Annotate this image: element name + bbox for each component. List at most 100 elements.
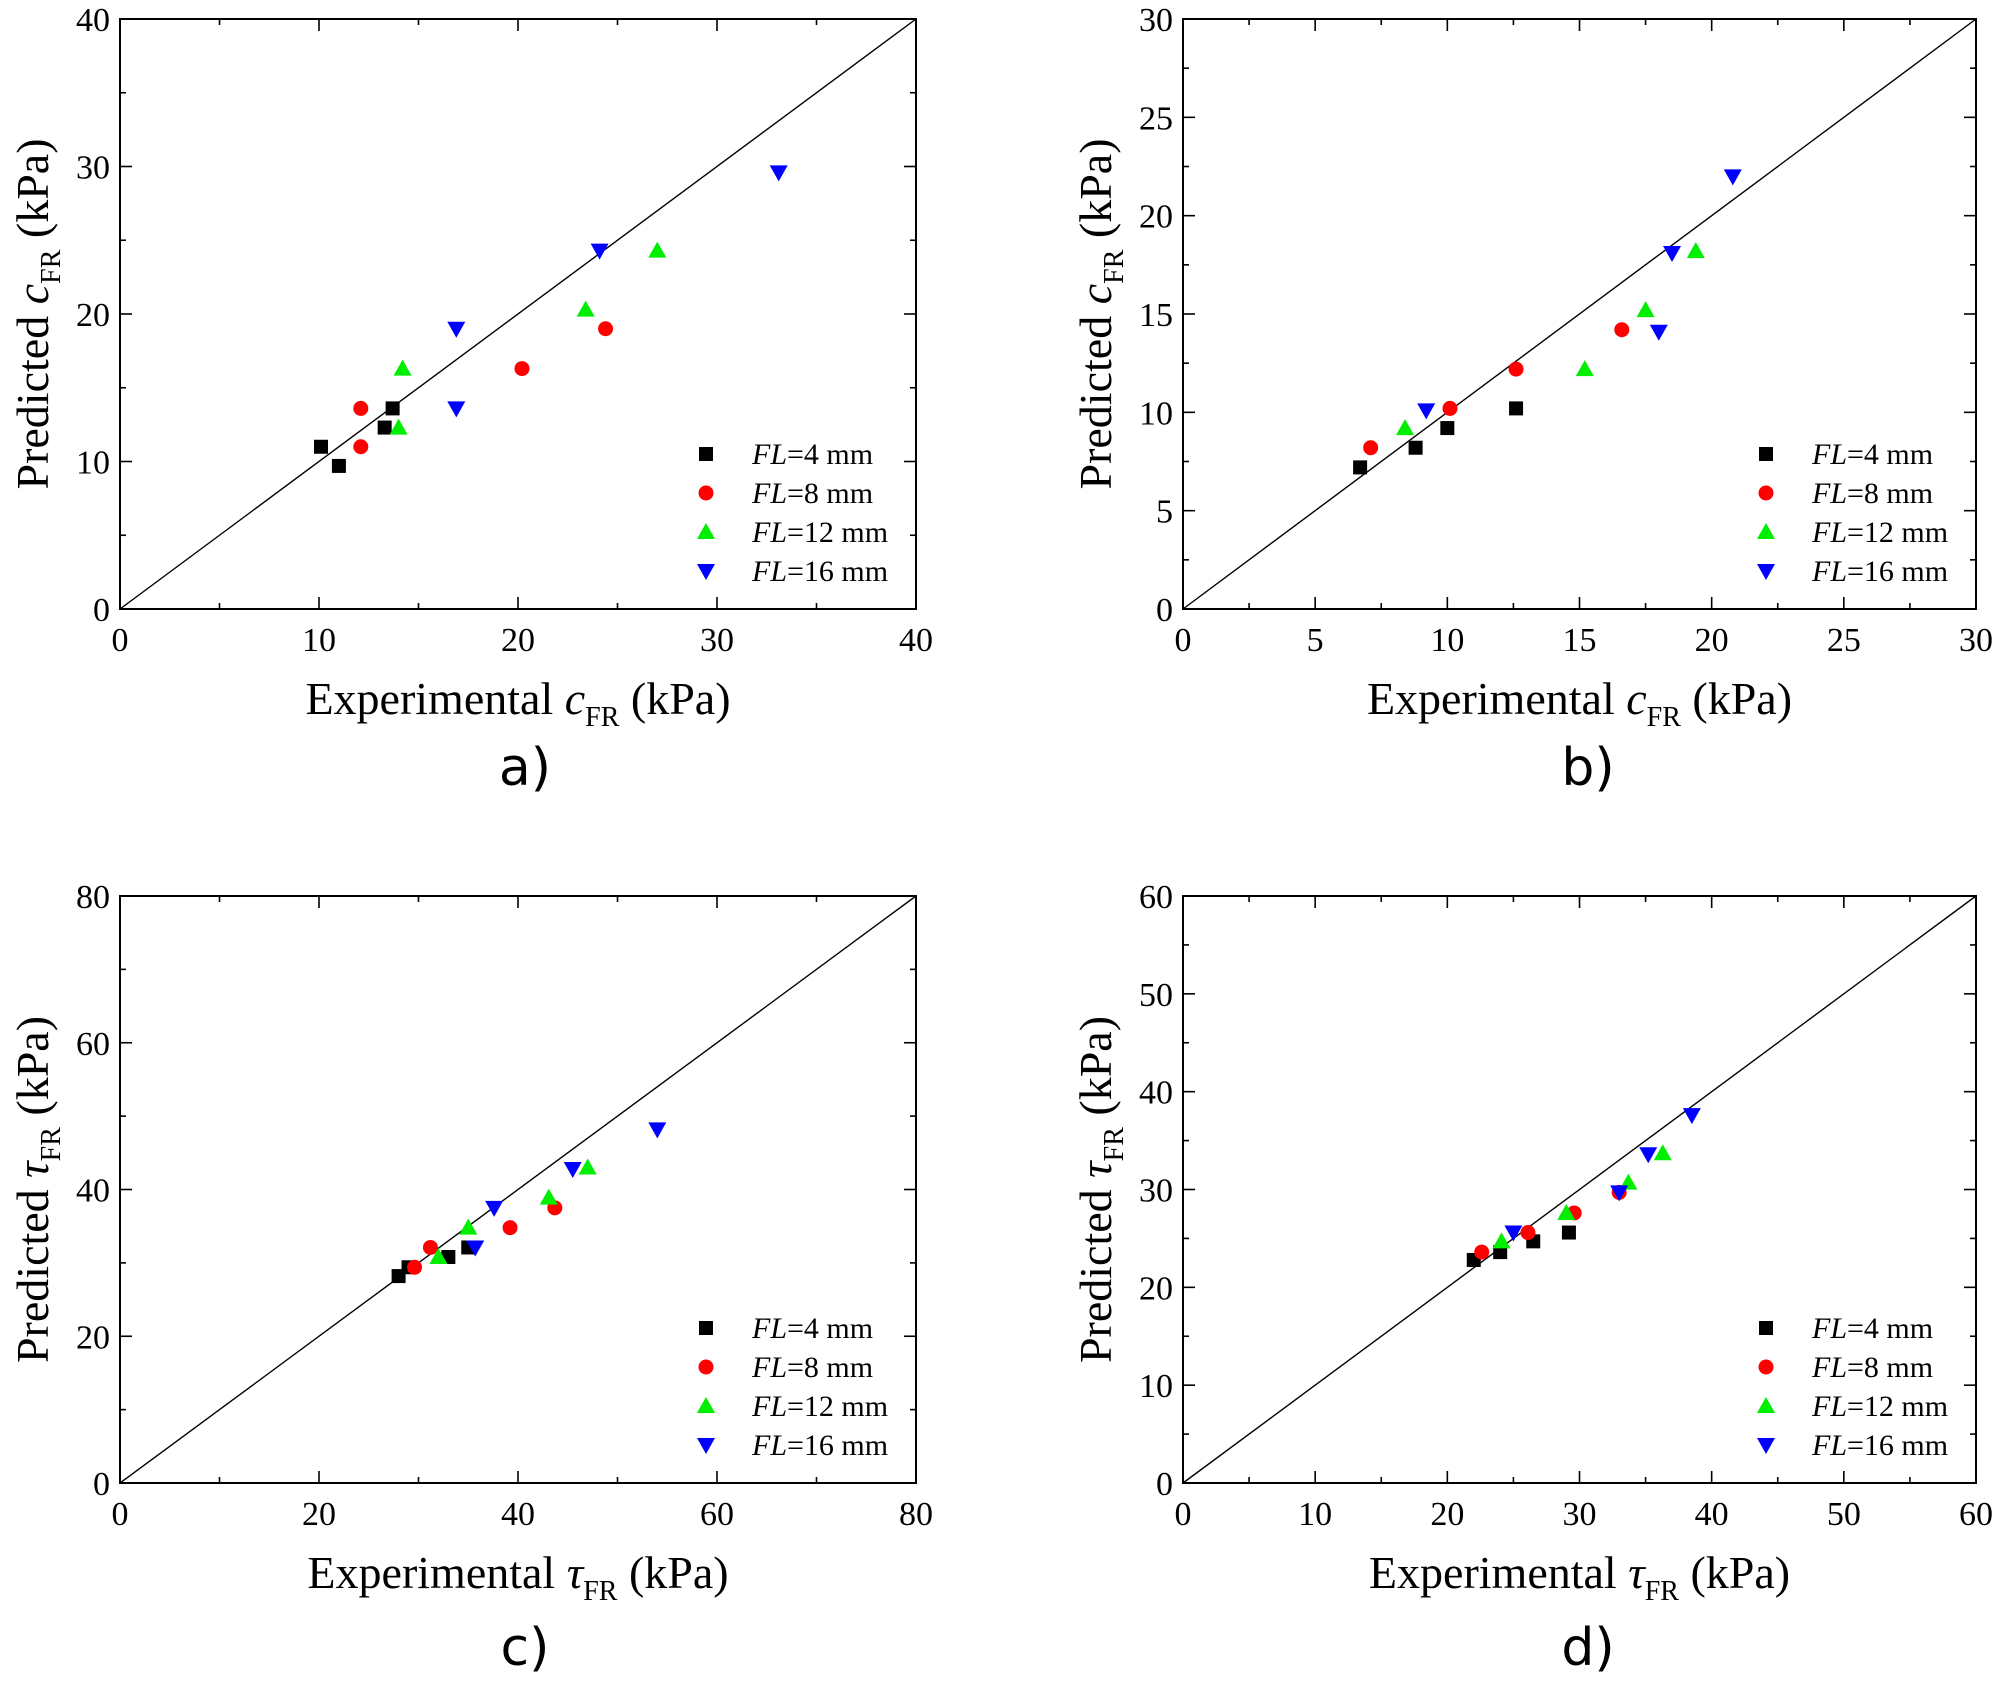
x-tick-label: 30: [1563, 1496, 1597, 1533]
data-point-square: [1561, 1225, 1576, 1240]
y-tick-label: 5: [1156, 494, 1173, 531]
y-tick-label: 20: [76, 1319, 110, 1356]
legend-marker: [697, 564, 715, 580]
x-tick-label: 5: [1307, 622, 1324, 659]
legend-marker: [1759, 447, 1773, 461]
x-tick-label: 30: [1959, 622, 1993, 659]
data-point-square: [385, 401, 400, 416]
y-axis-label: Predicted τFR (kPa): [7, 1016, 67, 1363]
x-tick-label: 20: [1430, 1496, 1464, 1533]
x-tick-label: 10: [302, 622, 336, 659]
data-point-square: [377, 420, 392, 435]
legend-label: FL=16 mm: [1811, 555, 1948, 588]
y-tick-label: 15: [1139, 297, 1173, 334]
data-point-triangle-up: [1396, 419, 1415, 436]
x-tick-label: 40: [501, 1496, 535, 1533]
data-point-square: [1509, 401, 1524, 416]
data-point-triangle-down: [1682, 1108, 1701, 1125]
panel-label: a): [499, 738, 551, 798]
legend-marker: [698, 1359, 714, 1375]
x-tick-label: 40: [1695, 1496, 1729, 1533]
data-point-triangle-up: [1492, 1232, 1511, 1249]
x-tick-label: 20: [501, 622, 535, 659]
x-axis-label: Experimental cFR (kPa): [305, 673, 730, 733]
x-tick-label: 60: [1959, 1496, 1993, 1533]
x-tick-label: 50: [1827, 1496, 1861, 1533]
data-point-triangle-up: [1575, 360, 1594, 377]
legend-label: FL=12 mm: [1811, 1390, 1948, 1423]
legend-label: FL=12 mm: [1811, 516, 1948, 549]
x-tick-label: 40: [899, 622, 933, 659]
x-tick-label: 0: [1175, 622, 1192, 659]
data-point-triangle-down: [485, 1200, 504, 1217]
data-point-triangle-down: [769, 165, 788, 182]
data-point-triangle-down: [1610, 1185, 1629, 1202]
data-point-circle: [407, 1259, 423, 1275]
data-point-triangle-down: [447, 321, 466, 338]
data-point-triangle-down: [1723, 169, 1742, 186]
reference-line-y-equals-x: [1182, 895, 1977, 1484]
data-point-circle: [1508, 361, 1524, 377]
data-point-triangle-up: [576, 300, 595, 317]
panel-label: d): [1561, 1618, 1614, 1678]
chart-panel-a: 0 10 20 30 40 0 10 20 30 40 Experimental cFR (kPa)…: [7, 2, 933, 798]
data-point-triangle-down: [447, 401, 466, 418]
legend-label: FL=4 mm: [751, 1312, 873, 1345]
legend-label: FL=8 mm: [751, 477, 873, 510]
data-point-triangle-up: [459, 1218, 478, 1235]
data-point-triangle-down: [563, 1161, 582, 1178]
x-tick-label: 20: [302, 1496, 336, 1533]
y-tick-label: 0: [1156, 1466, 1173, 1503]
data-point-triangle-down: [1417, 403, 1436, 420]
legend-label: FL=16 mm: [751, 555, 888, 588]
x-tick-label: 0: [1175, 1496, 1192, 1533]
data-point-triangle-up: [1557, 1203, 1576, 1220]
legend-label: FL=4 mm: [1811, 1312, 1933, 1345]
data-point-circle: [353, 400, 369, 416]
y-tick-label: 10: [76, 445, 110, 482]
legend-marker: [1757, 523, 1775, 539]
y-tick-label: 50: [1139, 977, 1173, 1014]
x-axis-label: Experimental τFR (kPa): [1369, 1547, 1790, 1607]
x-tick-label: 15: [1563, 622, 1597, 659]
data-point-triangle-up: [429, 1248, 448, 1265]
data-point-triangle-up: [393, 359, 412, 376]
y-tick-label: 30: [1139, 2, 1173, 39]
x-tick-label: 80: [899, 1496, 933, 1533]
legend-marker: [1757, 564, 1775, 580]
y-tick-label: 60: [1139, 879, 1173, 916]
data-point-triangle-down: [1639, 1147, 1658, 1164]
reference-line-y-equals-x: [119, 18, 917, 610]
y-axis-label: Predicted τFR (kPa): [1070, 1016, 1130, 1363]
y-tick-label: 40: [76, 1173, 110, 1210]
x-axis-label: Experimental cFR (kPa): [1367, 673, 1792, 733]
data-point-square: [1408, 440, 1423, 455]
legend-label: FL=12 mm: [751, 1390, 888, 1423]
reference-line-y-equals-x: [119, 895, 917, 1484]
legend-label: FL=16 mm: [751, 1429, 888, 1462]
x-tick-label: 20: [1695, 622, 1729, 659]
y-tick-label: 25: [1139, 100, 1173, 137]
legend-marker: [697, 523, 715, 539]
data-point-triangle-down: [1649, 324, 1668, 341]
data-point-triangle-up: [1636, 301, 1655, 318]
data-point-square: [1353, 460, 1368, 475]
x-tick-label: 0: [112, 1496, 129, 1533]
data-point-triangle-down: [648, 1122, 667, 1139]
legend-label: FL=12 mm: [751, 516, 888, 549]
y-tick-label: 80: [76, 879, 110, 916]
legend-marker: [1757, 1397, 1775, 1413]
panel-label: b): [1561, 738, 1614, 798]
reference-line-y-equals-x: [1182, 18, 1977, 610]
data-point-triangle-down: [466, 1240, 485, 1257]
data-point-circle: [1363, 440, 1379, 456]
x-tick-label: 10: [1298, 1496, 1332, 1533]
y-tick-label: 20: [1139, 199, 1173, 236]
x-tick-label: 25: [1827, 622, 1861, 659]
y-tick-label: 0: [1156, 592, 1173, 629]
data-point-circle: [1614, 322, 1630, 338]
x-tick-label: 10: [1430, 622, 1464, 659]
x-tick-label: 0: [112, 622, 129, 659]
legend-marker: [1757, 1438, 1775, 1454]
legend-label: FL=8 mm: [751, 1351, 873, 1384]
